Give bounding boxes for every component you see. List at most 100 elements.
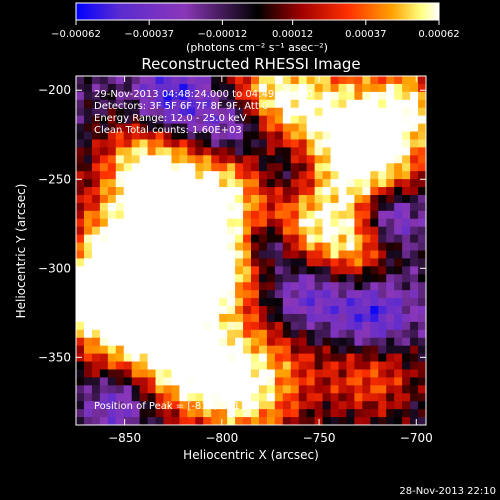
heatmap-cell (338, 76, 348, 85)
heatmap-cell (378, 377, 387, 386)
heatmap-cell (298, 83, 308, 93)
heatmap-cell (306, 202, 316, 212)
heatmap-cell (251, 234, 260, 244)
heatmap-cell (131, 290, 141, 299)
heatmap-cell (243, 361, 252, 371)
heatmap-cell (123, 139, 133, 148)
heatmap-cell (266, 306, 276, 315)
heatmap-cell (147, 306, 157, 315)
heatmap-cell (346, 194, 355, 204)
heatmap-cell (99, 234, 109, 244)
heatmap-cell (251, 290, 260, 299)
heatmap-cell (187, 266, 196, 275)
heatmap-cell (274, 187, 284, 196)
heatmap-cell (76, 179, 85, 188)
heatmap-cell (91, 179, 101, 188)
heatmap-cell (163, 321, 173, 331)
heatmap-cell (203, 91, 212, 101)
heatmap-cell (386, 76, 395, 85)
heatmap-cell (235, 377, 244, 386)
heatmap-cell (155, 171, 165, 180)
heatmap-cell (386, 282, 395, 291)
colorbar-gradient (75, 2, 440, 21)
heatmap-cell (163, 76, 173, 85)
heatmap-cell (258, 401, 268, 410)
heatmap-cell (243, 234, 252, 244)
heatmap-cell (91, 131, 101, 141)
heatmap-cell (251, 250, 260, 260)
heatmap-cell (322, 131, 332, 141)
heatmap-cell (330, 210, 340, 220)
heatmap-cell (282, 234, 292, 244)
heatmap-cell (243, 369, 252, 379)
heatmap-cell (362, 361, 371, 371)
heatmap-cell (195, 242, 204, 252)
heatmap-cell (402, 131, 411, 141)
heatmap-cell (394, 250, 403, 260)
heatmap-cell (235, 337, 244, 347)
heatmap-cell (378, 234, 387, 244)
heatmap-cell (187, 163, 196, 172)
heatmap-cell (171, 393, 180, 402)
heatmap-cell (123, 298, 133, 307)
heatmap-cell (354, 345, 363, 355)
heatmap-cell (354, 401, 363, 410)
heatmap-cell (298, 337, 308, 347)
heatmap-cell (362, 99, 371, 109)
heatmap-cell (338, 266, 348, 275)
heatmap-cell (394, 83, 403, 93)
heatmap-cell (219, 401, 228, 410)
heatmap-cell (195, 329, 204, 339)
heatmap-cell (219, 194, 228, 204)
heatmap-cell (266, 282, 276, 291)
heatmap-cell (290, 250, 300, 260)
heatmap-cell (179, 76, 188, 85)
heatmap-cell (402, 282, 411, 291)
heatmap-cell (99, 377, 109, 386)
heatmap-cell (298, 242, 308, 252)
heatmap-cell (195, 179, 204, 188)
heatmap-cell (251, 306, 260, 315)
heatmap-cell (251, 242, 260, 252)
heatmap-cell (314, 345, 324, 355)
heatmap-cell (314, 313, 324, 323)
heatmap-cell (99, 218, 109, 228)
heatmap-cell (123, 361, 133, 371)
heatmap-cell (243, 353, 252, 363)
heatmap-cell (163, 313, 173, 323)
heatmap-cell (258, 353, 268, 363)
heatmap-cell (314, 290, 324, 299)
heatmap-cell (219, 337, 228, 347)
heatmap-cell (123, 107, 133, 117)
heatmap-cell (83, 194, 93, 204)
heatmap-cell (282, 417, 292, 425)
heatmap-cell (338, 417, 348, 425)
heatmap-cell (171, 401, 180, 410)
heatmap-cell (107, 401, 117, 410)
heatmap-cell (362, 353, 371, 363)
heatmap-cell (306, 83, 316, 93)
heatmap-cell (211, 83, 220, 93)
heatmap-cell (91, 202, 101, 212)
heatmap-cell (107, 329, 117, 339)
heatmap-cell (394, 353, 403, 363)
heatmap-cell (378, 187, 387, 196)
heatmap-cell (322, 202, 332, 212)
heatmap-cell (211, 401, 220, 410)
heatmap-cell (163, 306, 173, 315)
heatmap-cell (346, 210, 355, 220)
heatmap-cell (123, 369, 133, 379)
heatmap-cell (298, 282, 308, 291)
heatmap-cell (91, 139, 101, 148)
heatmap-cell (266, 329, 276, 339)
heatmap-cell (298, 131, 308, 141)
heatmap-cell (115, 401, 125, 410)
heatmap-cell (139, 250, 149, 260)
heatmap-cell (410, 202, 419, 212)
heatmap-cell (322, 76, 332, 85)
heatmap-cell (338, 385, 348, 394)
heatmap-cell (402, 91, 411, 101)
heatmap-cell (195, 234, 204, 244)
heatmap-cell (203, 282, 212, 291)
heatmap-cell (266, 147, 276, 156)
